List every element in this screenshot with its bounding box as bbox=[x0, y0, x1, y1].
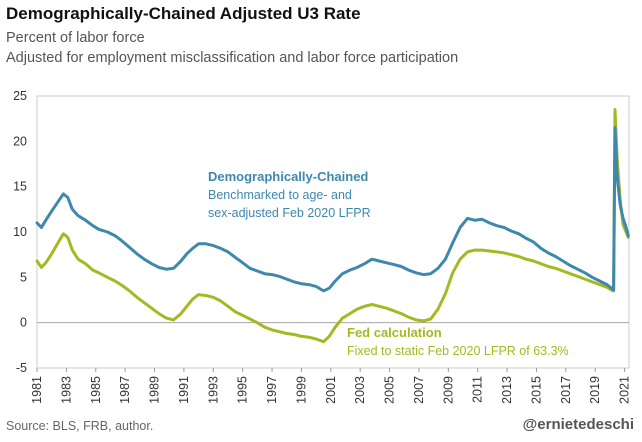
y-tick-label: 0 bbox=[20, 316, 27, 330]
y-axis: -5 0 5 10 15 20 25 bbox=[13, 89, 27, 375]
author-handle: @ernietedeschi bbox=[522, 416, 634, 433]
y-tick-label: -5 bbox=[16, 361, 27, 375]
x-tick-label: 2017 bbox=[559, 376, 573, 404]
x-tick-label: 1983 bbox=[59, 376, 73, 404]
x-tick-label: 1987 bbox=[118, 376, 132, 404]
y-tick-label: 5 bbox=[20, 270, 27, 284]
y-tick-label: 10 bbox=[13, 225, 27, 239]
annotation-fed-title: Fed calculation bbox=[347, 325, 442, 340]
source-note: Source: BLS, FRB, author. bbox=[6, 419, 154, 433]
chart-subtitle-units: Percent of labor force bbox=[6, 30, 145, 46]
chart-title: Demographically-Chained Adjusted U3 Rate bbox=[6, 4, 361, 23]
series-line-fed bbox=[35, 108, 630, 344]
annotation-chained-title: Demographically-Chained bbox=[208, 169, 368, 184]
x-tick-label: 2011 bbox=[471, 376, 485, 403]
x-tick-label: 2003 bbox=[353, 376, 367, 404]
x-tick-label: 2009 bbox=[441, 376, 455, 404]
series-line-chained bbox=[35, 126, 630, 293]
series-layer bbox=[35, 108, 630, 344]
x-tick-label: 1993 bbox=[206, 376, 220, 404]
x-tick-label: 2015 bbox=[529, 376, 543, 404]
chart-subtitle-description: Adjusted for employment misclassificatio… bbox=[6, 50, 459, 66]
plot-frame bbox=[36, 95, 630, 369]
annotation-chained-line2: sex-adjusted Feb 2020 LFPR bbox=[208, 206, 371, 220]
x-tick-label: 1995 bbox=[236, 376, 250, 404]
annotation-chained-line1: Benchmarked to age- and bbox=[208, 188, 352, 202]
x-tick-label: 1997 bbox=[265, 376, 279, 404]
y-tick-label: 25 bbox=[13, 89, 27, 103]
x-tick-label: 1985 bbox=[89, 376, 103, 404]
x-tick-label: 1989 bbox=[148, 376, 162, 404]
x-tick-label: 2007 bbox=[412, 376, 426, 404]
annotation-fed-line1: Fixed to static Feb 2020 LFPR of 63.3% bbox=[347, 344, 569, 358]
x-tick-label: 2021 bbox=[618, 376, 632, 404]
x-tick-label: 1981 bbox=[30, 376, 44, 404]
y-tick-label: 15 bbox=[13, 180, 27, 194]
x-tick-label: 2005 bbox=[383, 376, 397, 404]
x-tick-label: 2019 bbox=[588, 376, 602, 404]
x-tick-label: 2013 bbox=[500, 376, 514, 404]
x-tick-label: 1991 bbox=[177, 376, 191, 404]
y-tick-label: 20 bbox=[13, 134, 27, 148]
x-axis: 1981 1983 1985 1987 1989 1991 1993 1995 1997 1999… bbox=[30, 368, 632, 404]
x-tick-label: 1999 bbox=[294, 376, 308, 404]
x-tick-label: 2001 bbox=[324, 376, 338, 404]
